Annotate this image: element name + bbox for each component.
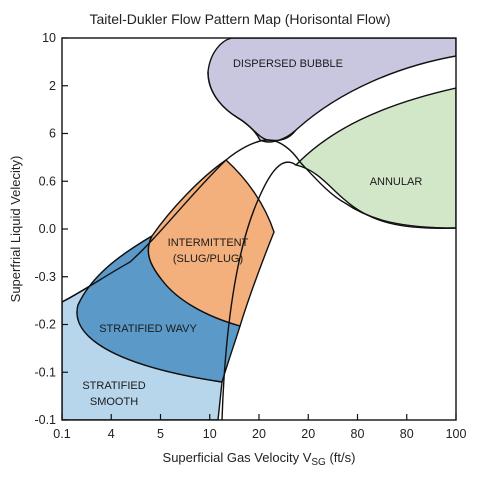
label-stratified-smooth-1: STRATIFIED — [82, 380, 145, 392]
label-stratified-wavy: STRATIFIED WAVY — [99, 323, 197, 335]
x-axis-label: Superficial Gas Velocity VSG (ft/s) — [163, 450, 356, 468]
x-axis-label-sub: SG — [311, 457, 326, 468]
y-tick-label: 10 — [42, 31, 56, 45]
label-dispersed-bubble: DISPERSED BUBBLE — [233, 58, 343, 70]
x-tick-label: 80 — [400, 427, 414, 441]
label-stratified-smooth-2: SMOOTH — [90, 396, 138, 408]
boundary-dispersed-lower — [207, 71, 297, 142]
x-axis: 0.1 4 5 10 20 20 80 80 100 — [53, 414, 466, 441]
region-intermittent — [147, 159, 275, 327]
label-intermittent: INTERMITTENT — [168, 237, 249, 249]
y-axis-label: Superfrial Liquid Velecity) — [8, 156, 23, 303]
boundary-transition-line — [221, 161, 297, 420]
y-tick-label: -0.1 — [34, 413, 56, 427]
x-axis-label-main: Superficial Gas Velocity V — [163, 450, 312, 465]
plot-area — [62, 38, 456, 420]
label-slug-plug: (SLUG/PLUG) — [173, 253, 243, 265]
label-annular: ANNULAR — [370, 176, 423, 188]
x-tick-label: 100 — [446, 427, 467, 441]
y-tick-label: 2 — [49, 79, 56, 93]
region-dispersed-bubble — [207, 38, 456, 143]
y-tick-label: -0.2 — [34, 318, 56, 332]
x-tick-label: 0.1 — [53, 427, 70, 441]
x-axis-label-unit: (ft/s) — [326, 450, 356, 465]
y-tick-label: 6 — [49, 127, 56, 141]
chart-title: Taitel-Dukler Flow Pattern Map (Horisont… — [89, 11, 390, 27]
y-tick-label: 0.0 — [39, 222, 56, 236]
x-tick-label: 20 — [301, 427, 315, 441]
y-tick-label: -0.1 — [34, 365, 56, 379]
x-tick-label: 5 — [157, 427, 164, 441]
y-tick-label: 0.6 — [39, 174, 56, 188]
region-annular — [294, 87, 456, 229]
x-tick-label: 20 — [252, 427, 266, 441]
x-tick-label: 80 — [351, 427, 365, 441]
x-tick-label: 4 — [108, 427, 115, 441]
y-axis: 10 2 6 0.6 0.0 -0.3 -0.2 -0.1 -0.1 — [34, 31, 68, 427]
x-tick-label: 10 — [203, 427, 217, 441]
y-tick-label: -0.3 — [34, 270, 56, 284]
